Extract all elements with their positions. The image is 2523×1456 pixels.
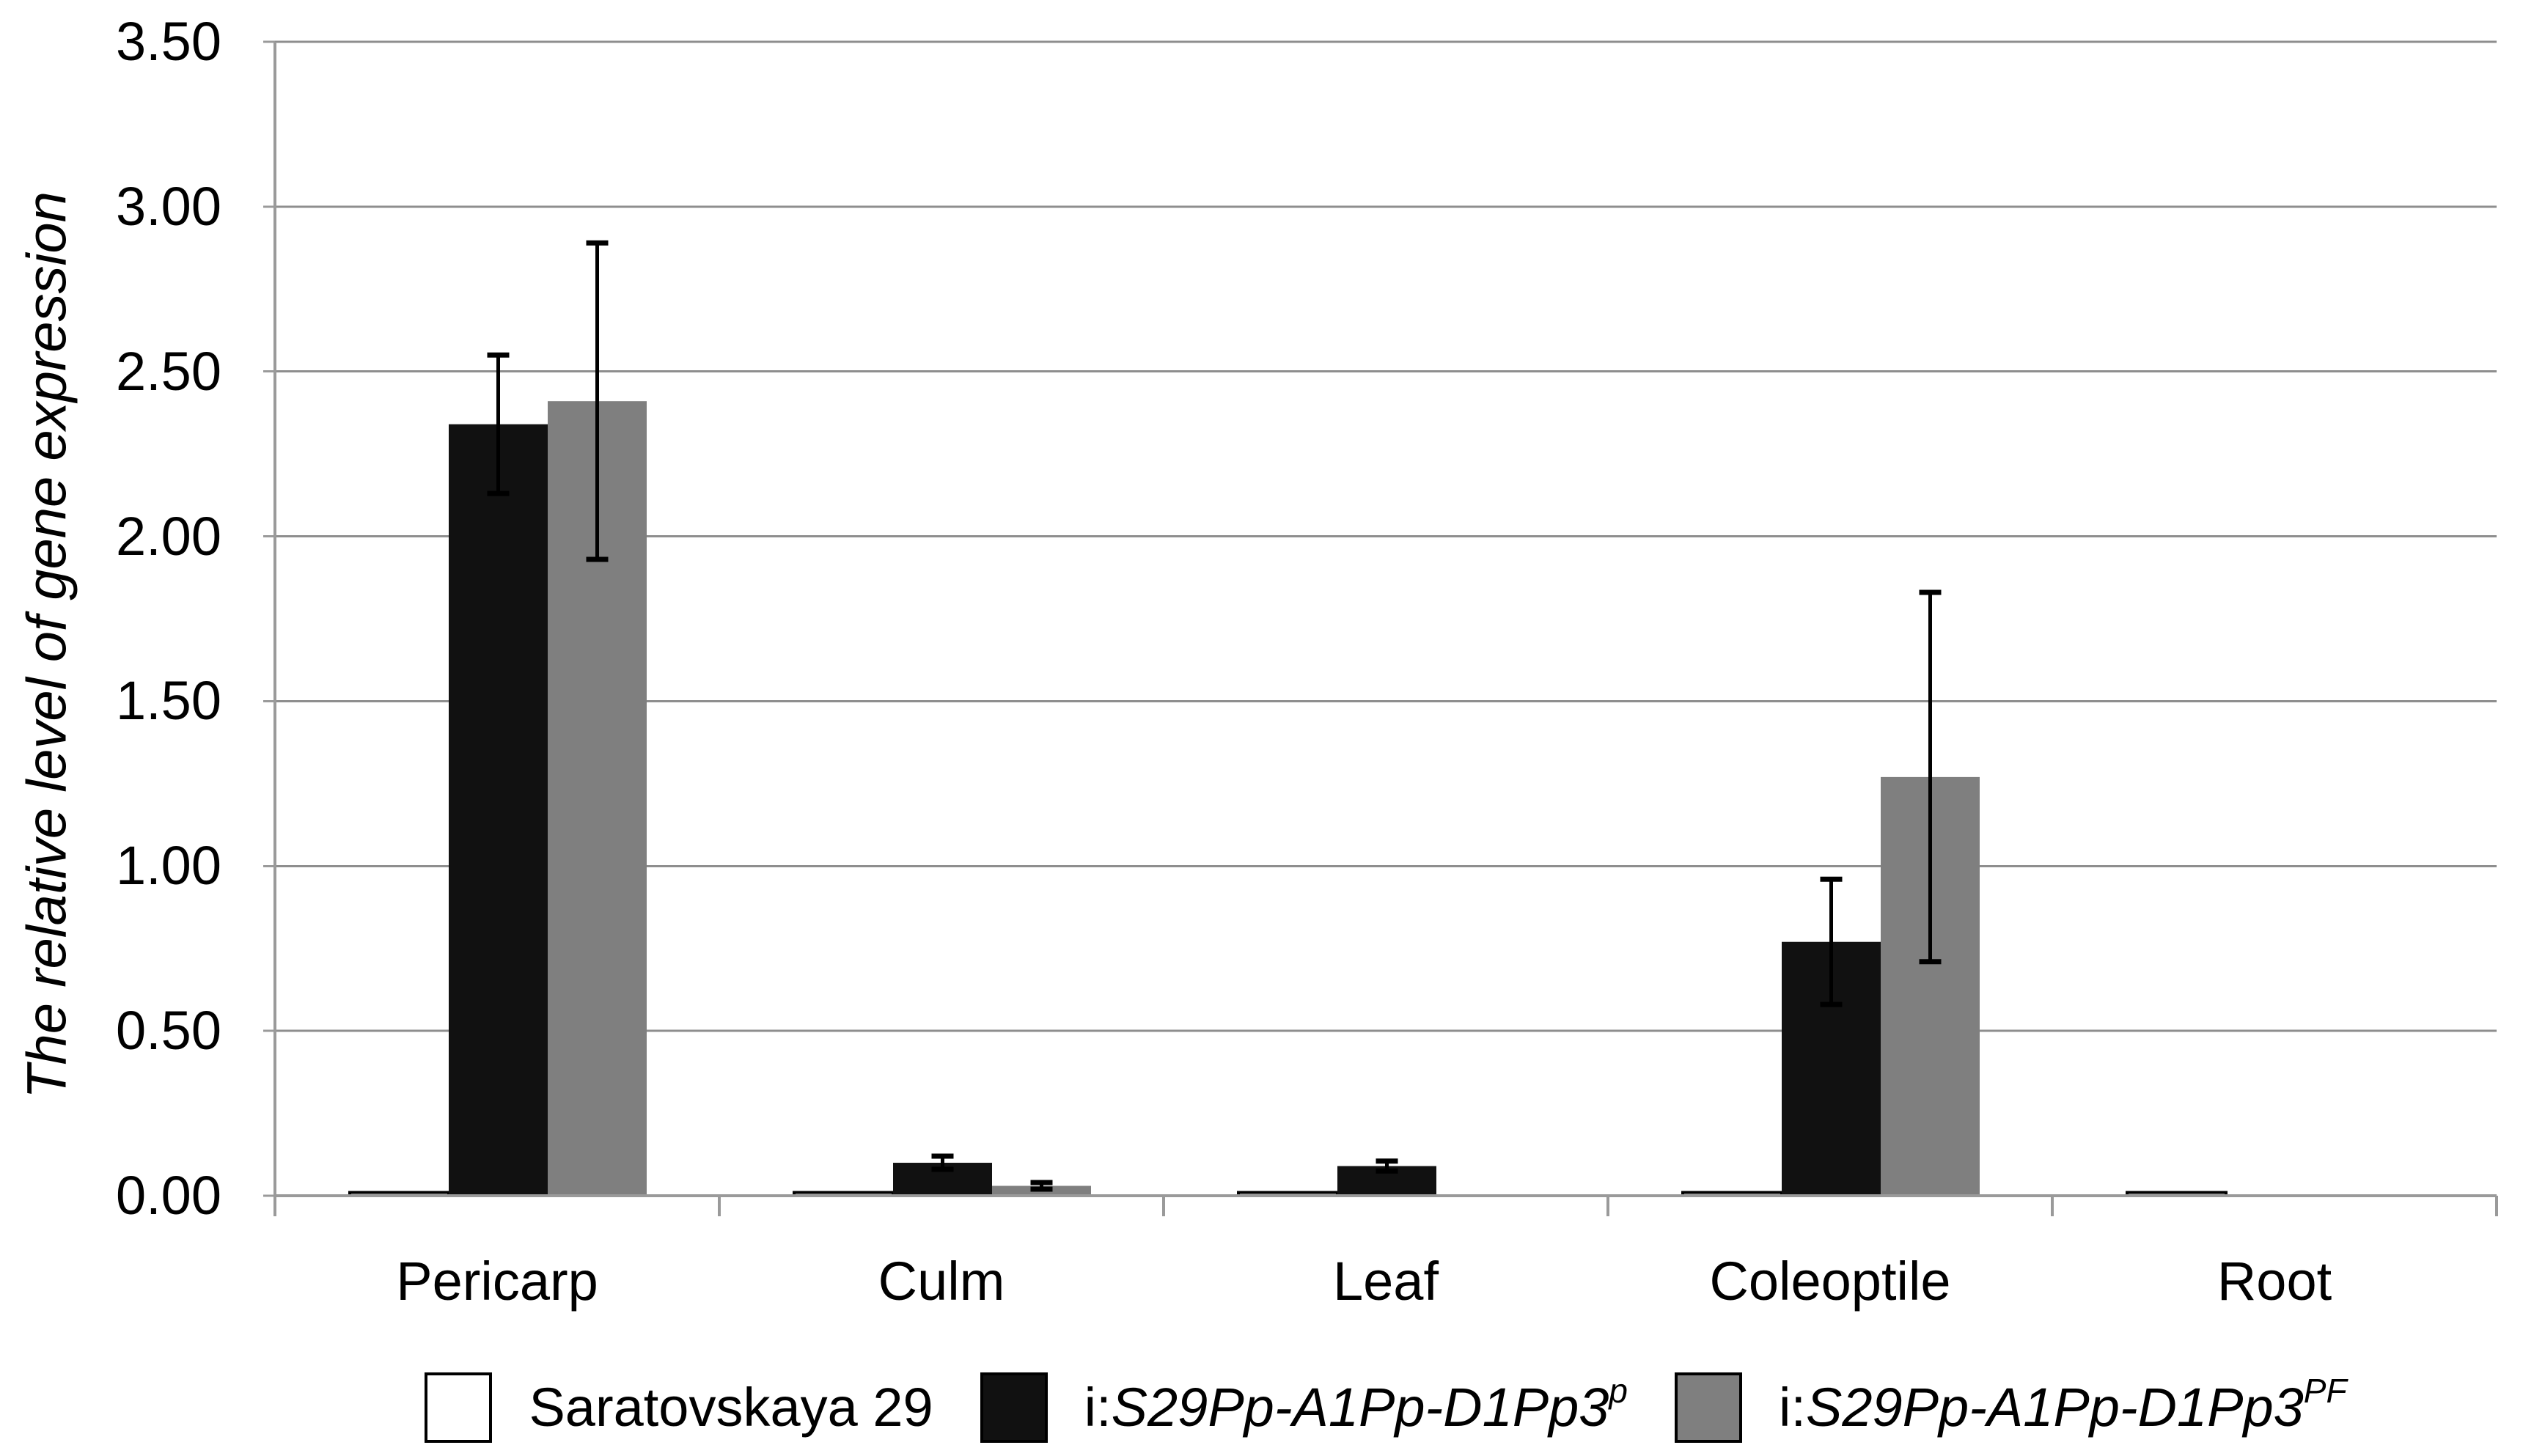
category-label-culm: Culm xyxy=(878,1251,1005,1312)
category-label-pericarp: Pericarp xyxy=(396,1251,598,1312)
legend-label-prefix: i: xyxy=(1084,1377,1112,1438)
category-label-leaf: Leaf xyxy=(1332,1251,1439,1312)
y-tick-label: 2.00 xyxy=(115,506,221,567)
legend-label: i:S29Pp-A1Pp-D1Pp3PF xyxy=(1779,1372,2347,1443)
y-tick-label: 2.50 xyxy=(115,341,221,402)
legend-item-transgenic-p: i:S29Pp-A1Pp-D1Pp3p xyxy=(980,1372,1628,1443)
y-tick-label: 0.00 xyxy=(115,1165,221,1226)
legend-swatch-gray xyxy=(1675,1372,1743,1443)
legend: Saratovskaya 29 i:S29Pp-A1Pp-D1Pp3p i:S2… xyxy=(275,1371,2497,1444)
y-tick-label: 1.00 xyxy=(115,835,221,896)
y-tick-label: 0.50 xyxy=(115,1000,221,1061)
legend-label-text: S29Pp-A1Pp-D1Pp3 xyxy=(1806,1377,2304,1438)
category-label-root: Root xyxy=(2217,1251,2332,1312)
legend-label: Saratovskaya 29 xyxy=(529,1372,933,1443)
y-tick-label: 3.50 xyxy=(115,11,221,72)
legend-label-prefix: i: xyxy=(1779,1377,1807,1438)
legend-swatch-white xyxy=(425,1372,493,1443)
y-axis-title: The relative level of gene expression xyxy=(15,191,78,1099)
legend-item-transgenic-pf: i:S29Pp-A1Pp-D1Pp3PF xyxy=(1675,1372,2347,1443)
legend-label-superscript: p xyxy=(1609,1372,1628,1411)
category-label-coleoptile: Coleoptile xyxy=(1709,1251,1951,1312)
legend-swatch-black xyxy=(980,1372,1048,1443)
y-tick-label: 1.50 xyxy=(115,670,221,731)
bar-pericarp-series1 xyxy=(449,424,548,1196)
legend-label-superscript: PF xyxy=(2303,1372,2347,1411)
legend-label: i:S29Pp-A1Pp-D1Pp3p xyxy=(1084,1372,1628,1443)
legend-label-text: Saratovskaya 29 xyxy=(529,1377,933,1438)
legend-label-text: S29Pp-A1Pp-D1Pp3 xyxy=(1111,1377,1609,1438)
legend-item-saratovskaya-29: Saratovskaya 29 xyxy=(425,1372,933,1443)
y-tick-label: 3.00 xyxy=(115,176,221,237)
